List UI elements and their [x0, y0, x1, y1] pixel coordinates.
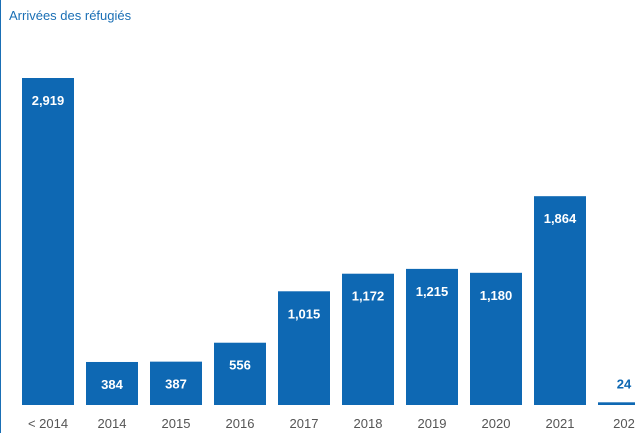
bar-9 — [598, 402, 635, 405]
bar-6 — [406, 268, 458, 405]
bar-value-label-4: 1,015 — [288, 306, 321, 321]
bar-value-label-5: 1,172 — [352, 289, 385, 304]
bar-8 — [534, 196, 586, 405]
x-tick-label-8: 2021 — [546, 416, 575, 431]
bar-value-label-8: 1,864 — [544, 211, 577, 226]
x-tick-label-0: < 2014 — [28, 416, 68, 431]
x-tick-label-5: 2018 — [354, 416, 383, 431]
bar-0 — [22, 78, 74, 405]
bar-7 — [470, 272, 522, 405]
x-tick-label-6: 2019 — [418, 416, 447, 431]
bar-1 — [86, 361, 138, 405]
x-tick-label-4: 2017 — [290, 416, 319, 431]
bar-value-label-1: 384 — [101, 377, 123, 392]
x-tick-label-1: 2014 — [98, 416, 127, 431]
bar-value-label-2: 387 — [165, 377, 187, 392]
x-tick-label-3: 2016 — [226, 416, 255, 431]
bar-value-label-7: 1,180 — [480, 288, 513, 303]
bar-2 — [150, 361, 202, 405]
x-tick-label-9: 202 — [613, 416, 635, 431]
bar-5 — [342, 273, 394, 405]
bar-value-label-9: 24 — [617, 376, 632, 391]
bar-3 — [214, 342, 266, 405]
x-tick-label-7: 2020 — [482, 416, 511, 431]
bar-4 — [278, 291, 330, 405]
chart-title: Arrivées des réfugiés — [9, 8, 132, 23]
bar-value-label-0: 2,919 — [32, 93, 65, 108]
bar-value-label-6: 1,215 — [416, 284, 449, 299]
x-tick-label-2: 2015 — [162, 416, 191, 431]
bar-value-label-3: 556 — [229, 358, 251, 373]
